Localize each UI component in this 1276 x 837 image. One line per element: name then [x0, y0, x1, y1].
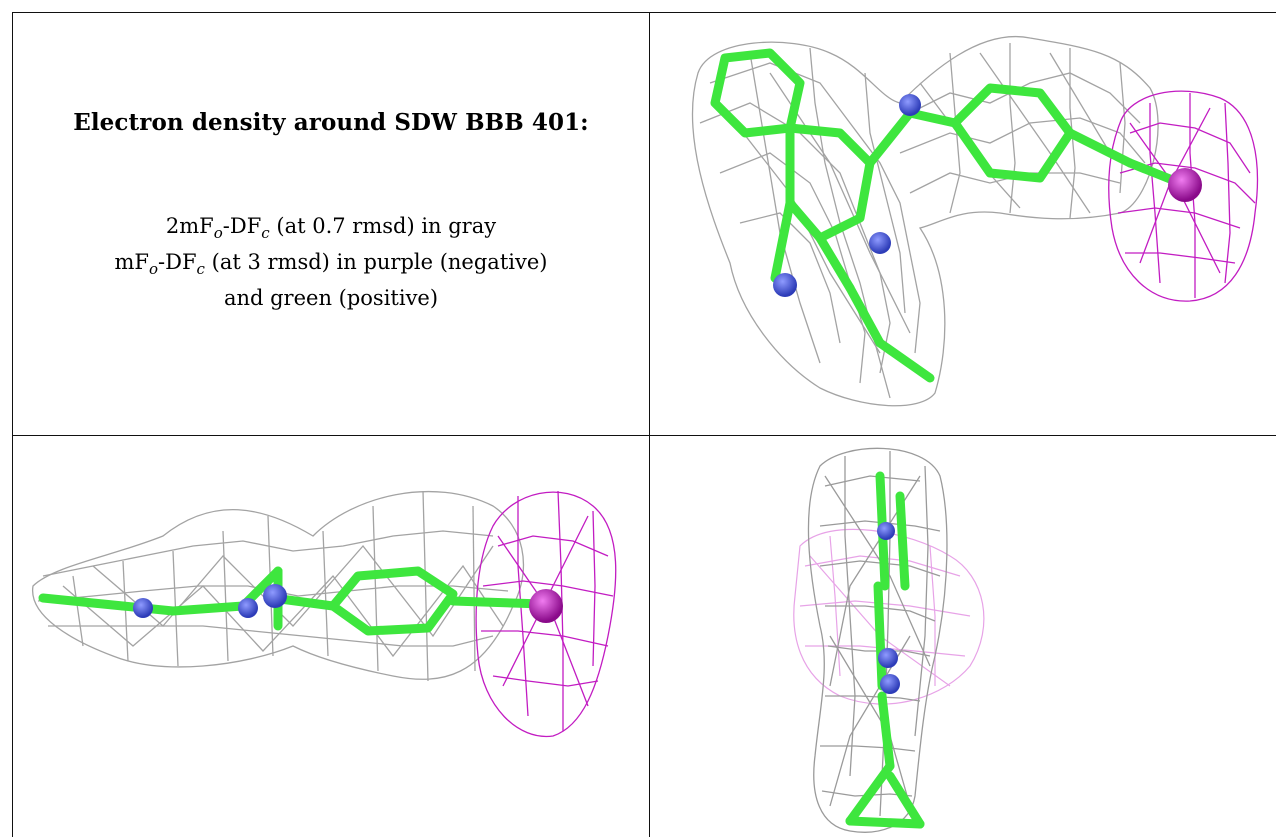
nitrogen-atom	[899, 94, 921, 116]
table-divider-vertical	[649, 12, 650, 837]
panel-top-view	[650, 13, 1276, 435]
nitrogen-atom	[133, 598, 153, 618]
ligand-density-end-view-icon	[793, 447, 985, 833]
caption-line-fofc: mFo-DFc (at 3 rmsd) in purple (negative)	[114, 250, 548, 279]
caption-title: Electron density around SDW BBB 401:	[73, 109, 589, 136]
ligand-density-top-view-icon	[691, 35, 1259, 407]
nitrogen-atom	[773, 273, 797, 297]
halogen-atom	[529, 589, 563, 623]
nitrogen-atom	[238, 598, 258, 618]
ligand-atoms-top	[773, 94, 1202, 297]
ligand-density-side-view-icon	[32, 490, 617, 738]
caption-line-positive: and green (positive)	[223, 286, 439, 311]
panel-side-view	[13, 436, 649, 837]
ligand-carbon-bonds-side	[38, 566, 548, 636]
ligand-carbon-bonds-end	[845, 471, 925, 829]
figure-table	[12, 12, 1276, 837]
nitrogen-atom	[880, 674, 900, 694]
halogen-atom	[1168, 168, 1202, 202]
nitrogen-atom	[878, 648, 898, 668]
ligand-carbon-bonds-top	[710, 48, 1185, 383]
mesh-2fofc-top	[691, 35, 1159, 407]
ligand-atoms-end	[877, 522, 900, 694]
nitrogen-atom	[263, 584, 287, 608]
caption-description: 2mFo-DFc (at 0.7 rmsd) in gray mFo-DFc (…	[14, 212, 648, 313]
nitrogen-atom	[869, 232, 891, 254]
caption-cell: Electron density around SDW BBB 401: 2mF…	[14, 14, 648, 434]
ligand-atoms-side	[133, 584, 563, 623]
caption-line-2fofc: 2mFo-DFc (at 0.7 rmsd) in gray	[165, 214, 497, 243]
nitrogen-atom	[877, 522, 895, 540]
panel-end-view	[650, 436, 1276, 837]
table-divider-horizontal	[12, 435, 1276, 436]
